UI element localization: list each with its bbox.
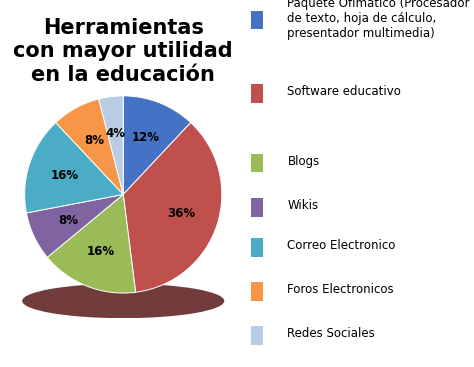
- Text: Blogs: Blogs: [287, 155, 319, 168]
- FancyBboxPatch shape: [251, 198, 264, 217]
- FancyBboxPatch shape: [251, 11, 264, 29]
- Text: 12%: 12%: [132, 131, 160, 144]
- Text: 8%: 8%: [58, 214, 78, 227]
- Wedge shape: [25, 123, 123, 213]
- Text: Foros Electronicos: Foros Electronicos: [287, 283, 394, 297]
- Ellipse shape: [22, 284, 224, 318]
- Wedge shape: [123, 96, 191, 195]
- Wedge shape: [99, 96, 123, 195]
- FancyBboxPatch shape: [251, 84, 264, 103]
- Text: Redes Sociales: Redes Sociales: [287, 327, 375, 341]
- Text: Correo Electronico: Correo Electronico: [287, 239, 396, 252]
- Text: 16%: 16%: [51, 169, 79, 182]
- Text: Software educativo: Software educativo: [287, 85, 401, 98]
- FancyBboxPatch shape: [251, 326, 264, 345]
- Text: 4%: 4%: [106, 127, 126, 140]
- Text: Paquete Ofimatico (Procesador
de texto, hoja de cálculo,
presentador multimedia): Paquete Ofimatico (Procesador de texto, …: [287, 0, 470, 40]
- Wedge shape: [27, 195, 123, 257]
- Text: 36%: 36%: [167, 207, 195, 220]
- Text: Wikis: Wikis: [287, 199, 319, 212]
- Text: 16%: 16%: [87, 245, 115, 258]
- FancyBboxPatch shape: [251, 282, 264, 301]
- Text: 8%: 8%: [84, 134, 104, 148]
- Wedge shape: [56, 99, 123, 195]
- FancyBboxPatch shape: [251, 154, 264, 172]
- Text: Herramientas
con mayor utilidad
en la educación: Herramientas con mayor utilidad en la ed…: [13, 18, 233, 84]
- Wedge shape: [123, 123, 222, 292]
- FancyBboxPatch shape: [251, 238, 264, 257]
- Wedge shape: [47, 195, 136, 293]
